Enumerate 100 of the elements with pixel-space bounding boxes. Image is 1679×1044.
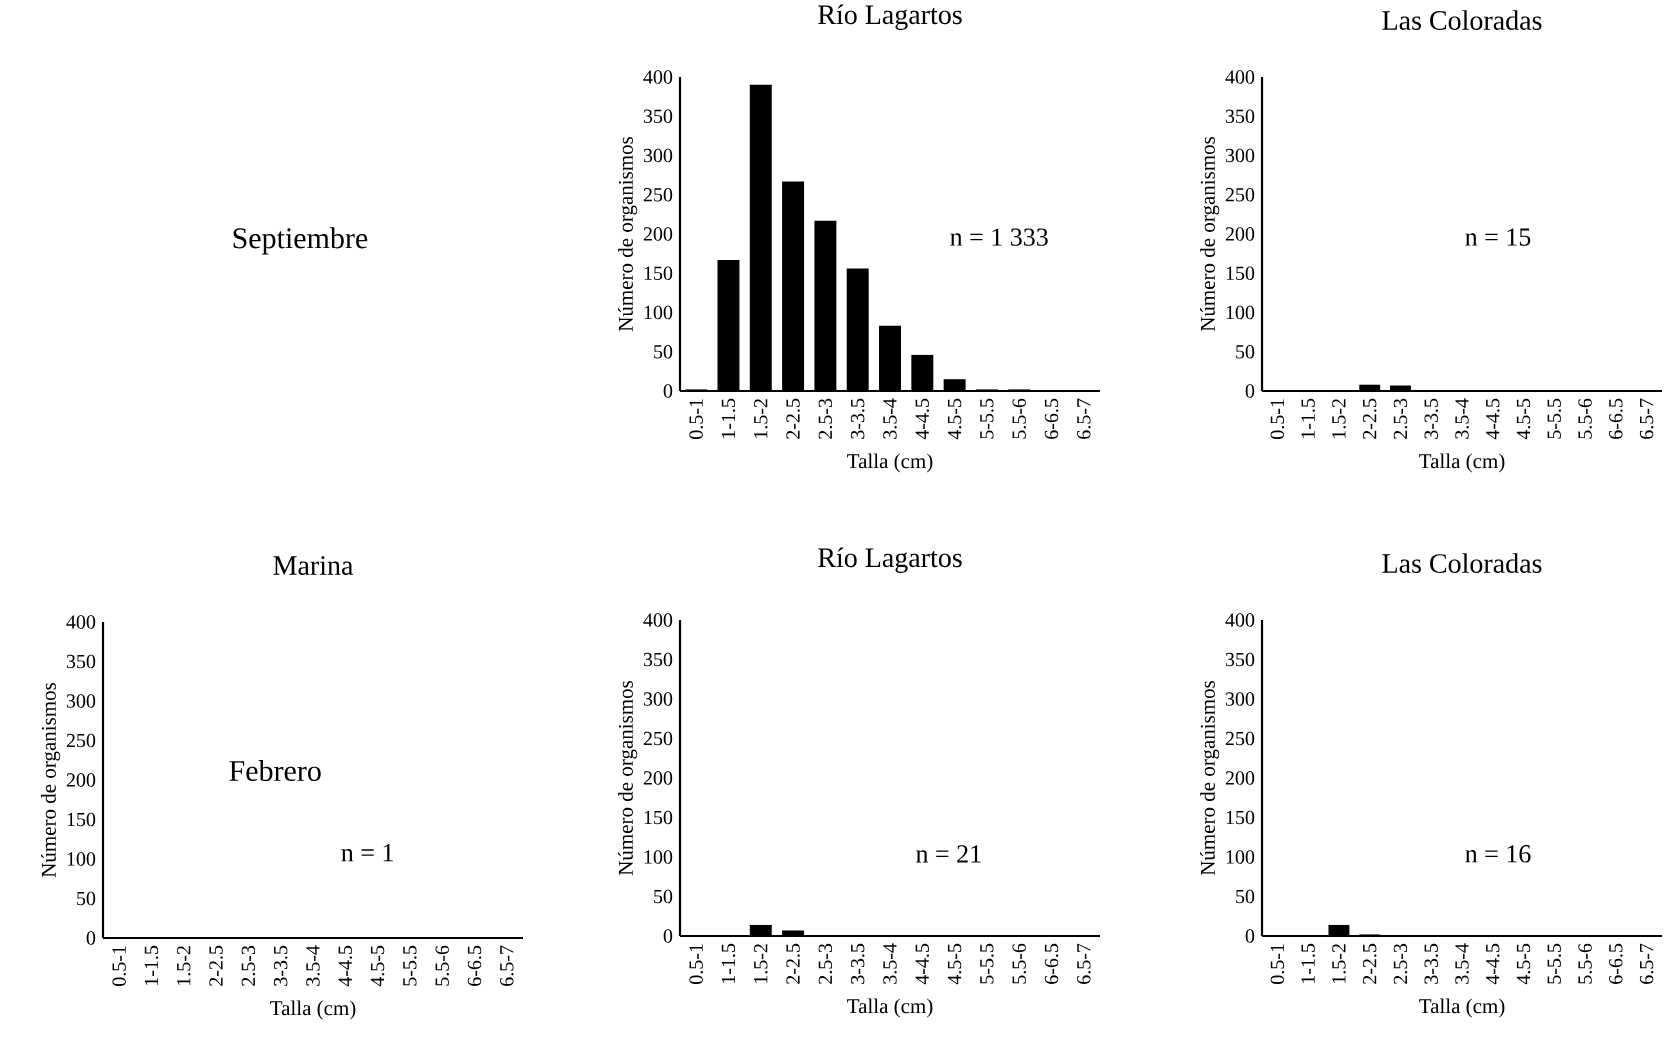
x-tick-label: 5-5.5 <box>980 943 994 984</box>
y-tick-label: 150 <box>1226 266 1255 280</box>
x-tick-label: 4-4.5 <box>338 945 353 987</box>
y-tick-label: 100 <box>644 305 673 320</box>
x-tick-label: 6.5-7 <box>1639 398 1654 439</box>
x-tick-label: 0.5-1 <box>1270 944 1285 984</box>
y-tick-label: 400 <box>1225 613 1255 627</box>
annotation: n = 1 333 <box>950 228 1048 246</box>
x-tick-label: 3-3.5 <box>273 945 288 986</box>
y-axis-title: Número de organismos <box>1200 680 1220 876</box>
y-tick-label: 200 <box>643 771 673 785</box>
x-tick-label: 2-2.5 <box>1362 398 1377 439</box>
chart-title: Las Coloradas <box>1382 553 1542 573</box>
annotation: Febrero <box>229 759 321 782</box>
x-tick-label: 3.5-4 <box>883 943 897 984</box>
y-tick-label: 0 <box>1245 929 1255 943</box>
x-tick-label: 2-2.5 <box>786 943 800 984</box>
y-tick-label: 350 <box>66 654 96 669</box>
x-tick-label: 6-6.5 <box>1609 398 1623 439</box>
y-tick-label: 350 <box>643 109 673 123</box>
y-tick-label: 300 <box>643 692 673 706</box>
y-axis-title: Número de organismos <box>618 136 638 332</box>
y-tick-label: 300 <box>643 148 673 163</box>
y-tick-label: 100 <box>644 850 673 864</box>
x-tick-label: 2.5-3 <box>241 945 256 986</box>
x-tick-label: 2-2.5 <box>209 945 223 986</box>
x-tick-label: 1-1.5 <box>1301 398 1315 438</box>
x-tick-label: 3.5-4 <box>1455 398 1469 439</box>
x-tick-label: 5-5.5 <box>1547 398 1562 439</box>
x-tick-label: 6-6.5 <box>1609 943 1623 984</box>
x-tick-label: 4-4.5 <box>915 943 930 985</box>
x-tick-label: 2.5-3 <box>1393 398 1408 439</box>
x-tick-label: 2.5-3 <box>818 943 833 984</box>
y-tick-label: 0 <box>1245 384 1255 398</box>
x-tick-label: 5.5-6 <box>435 945 449 986</box>
x-tick-label: 4-4.5 <box>915 398 930 440</box>
x-tick-label: 5-5.5 <box>980 398 994 439</box>
y-tick-label: 150 <box>644 810 673 825</box>
y-tick-label: 250 <box>66 733 96 748</box>
y-tick-label: 50 <box>654 889 673 904</box>
x-tick-label: 3-3.5 <box>1424 398 1439 439</box>
x-tick-label: 1.5-2 <box>177 946 191 985</box>
x-tick-label: 5.5-6 <box>1578 398 1592 439</box>
x-tick-label: 2-2.5 <box>786 398 800 439</box>
y-tick-label: 300 <box>1225 148 1255 163</box>
x-axis-title: Talla (cm) <box>1419 453 1505 473</box>
y-tick-label: 250 <box>643 731 673 746</box>
x-tick-label: 6.5-7 <box>1077 943 1091 984</box>
x-tick-label: 0.5-1 <box>112 946 126 986</box>
y-tick-label: 50 <box>1236 889 1255 904</box>
chart-title: Río Lagartos <box>818 547 962 573</box>
x-tick-label: 5.5-6 <box>1012 943 1027 984</box>
x-axis-title: Talla (cm) <box>847 998 933 1018</box>
x-axis-title: Talla (cm) <box>270 1000 356 1020</box>
y-axis-title: Número de organismos <box>618 680 638 876</box>
x-tick-label: 1-1.5 <box>1301 943 1315 983</box>
y-tick-label: 150 <box>644 266 673 280</box>
x-tick-label: 4.5-5 <box>1516 943 1531 985</box>
x-tick-label: 4-4.5 <box>1486 398 1500 440</box>
x-tick-label: 6-6.5 <box>467 945 482 986</box>
y-tick-label: 200 <box>1225 771 1255 785</box>
x-tick-label: 0.5-1 <box>689 944 703 984</box>
x-tick-label: 1-1.5 <box>721 943 736 983</box>
y-tick-label: 50 <box>77 891 96 906</box>
text: Septiembre <box>233 227 368 255</box>
x-tick-label: 3-3.5 <box>850 943 865 984</box>
x-tick-label: 0.5-1 <box>689 399 703 439</box>
x-tick-label: 1.5-2 <box>1332 399 1346 438</box>
y-tick-label: 150 <box>1226 810 1255 825</box>
x-tick-label: 2.5-3 <box>818 398 833 439</box>
x-tick-label: 0.5-1 <box>1270 399 1285 439</box>
x-tick-label: 4.5-5 <box>947 943 962 985</box>
y-tick-label: 200 <box>643 227 673 241</box>
y-tick-label: 100 <box>1226 305 1255 320</box>
y-tick-label: 100 <box>1226 850 1255 864</box>
chart-title: Marina <box>273 556 354 575</box>
y-tick-label: 400 <box>1225 70 1255 84</box>
x-tick-label: 1-1.5 <box>721 398 736 438</box>
x-tick-label: 6.5-7 <box>500 945 514 986</box>
y-tick-label: 200 <box>1225 227 1255 241</box>
y-tick-label: 150 <box>67 812 96 827</box>
annotation: n = 16 <box>1465 845 1531 863</box>
x-axis-title: Talla (cm) <box>1419 998 1505 1018</box>
y-tick-label: 50 <box>1236 345 1255 359</box>
annotation: n = 1 <box>341 844 393 862</box>
y-tick-label: 250 <box>1225 188 1255 202</box>
y-tick-label: 0 <box>663 929 673 943</box>
x-tick-label: 1-1.5 <box>144 945 159 985</box>
x-tick-label: 5-5.5 <box>403 945 417 986</box>
y-tick-label: 350 <box>643 652 673 667</box>
x-tick-label: 5-5.5 <box>1547 943 1562 984</box>
x-tick-label: 1.5-2 <box>1332 944 1346 983</box>
y-tick-label: 400 <box>643 70 673 84</box>
x-tick-label: 6-6.5 <box>1044 398 1059 439</box>
x-tick-label: 1.5-2 <box>754 399 768 438</box>
x-tick-label: 2.5-3 <box>1393 943 1408 984</box>
x-tick-label: 4-4.5 <box>1486 943 1500 985</box>
x-tick-label: 4.5-5 <box>1516 398 1531 440</box>
x-tick-label: 1.5-2 <box>754 944 768 983</box>
y-tick-label: 50 <box>654 345 673 359</box>
